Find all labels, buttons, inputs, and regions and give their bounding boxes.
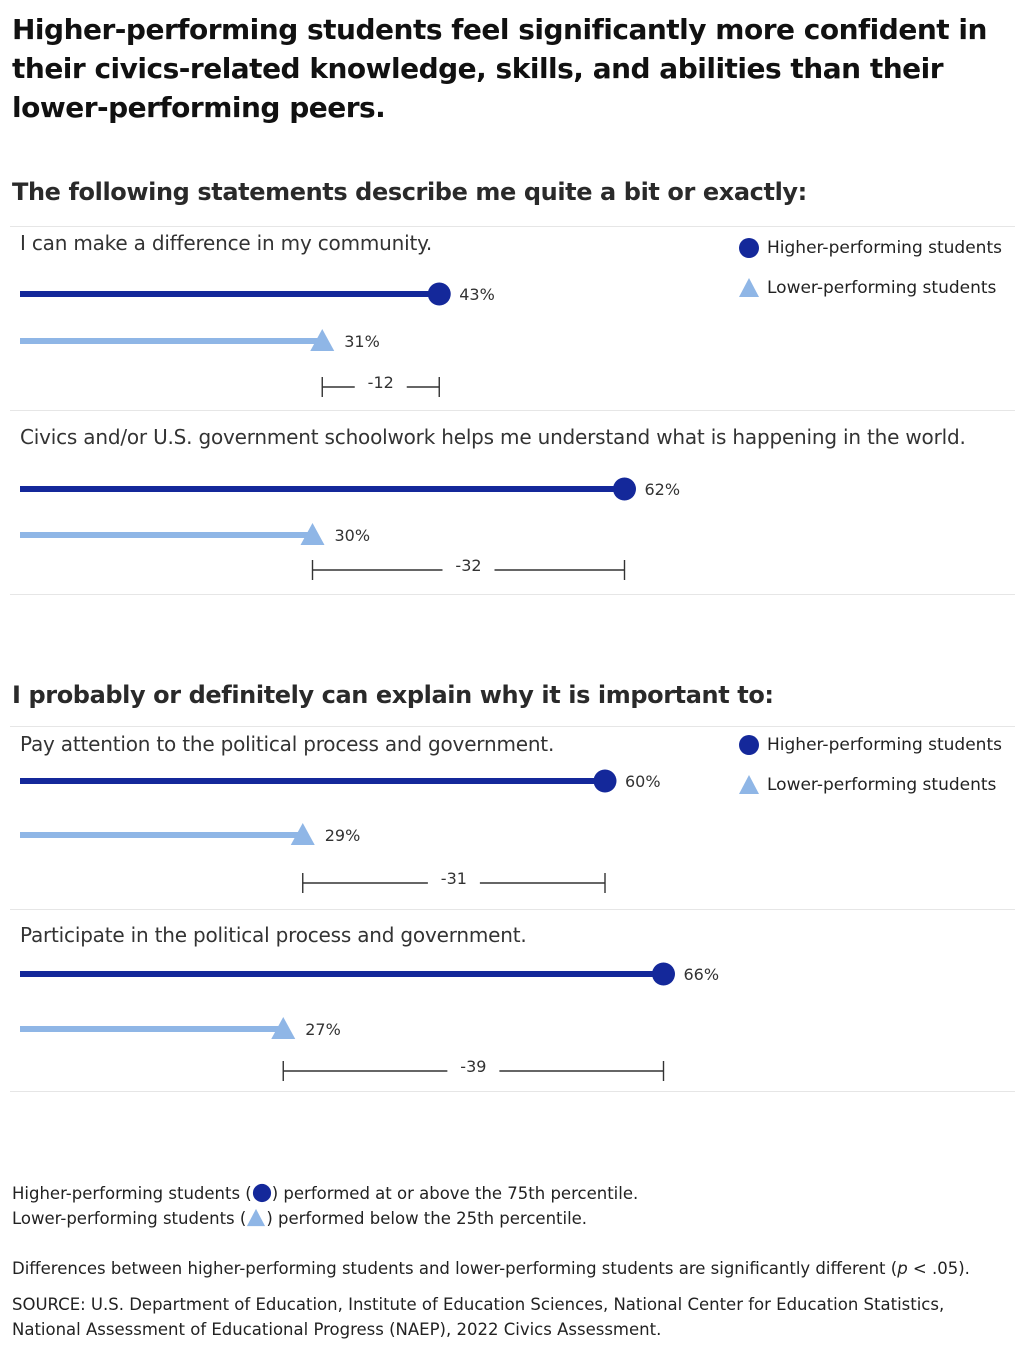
divider (10, 226, 1015, 227)
legend-label-lower: Lower-performing students (767, 278, 997, 298)
item-label-schoolwork: Civics and/or U.S. government schoolwork… (20, 425, 966, 449)
divider (10, 726, 1015, 727)
lower-value-label: 31% (344, 332, 380, 351)
footnote-lower-text-end: ) performed below the 25th percentile. (266, 1209, 588, 1228)
higher-marker (652, 962, 675, 986)
lower-marker (310, 329, 335, 351)
legend-label-lower: Lower-performing students (767, 775, 997, 795)
difference-label: -12 (368, 373, 394, 392)
section-2-heading: I probably or definitely can explain why… (12, 681, 774, 709)
higher-value-label: 66% (684, 965, 720, 984)
lower-value-label: 27% (305, 1020, 341, 1039)
triangle-marker-icon (739, 278, 759, 297)
higher-value-label: 60% (625, 772, 661, 791)
circle-marker-icon (739, 238, 759, 258)
legend-label-higher: Higher-performing students (767, 238, 1002, 258)
footnote-definitions: Higher-performing students ( ) performed … (12, 1181, 1012, 1231)
legend-item-higher: Higher-performing students (738, 725, 1018, 765)
item-label-community: I can make a difference in my community. (20, 231, 433, 255)
divider (10, 594, 1015, 595)
lower-value-label: 30% (335, 526, 371, 545)
higher-value-label: 43% (459, 285, 495, 304)
higher-marker (613, 477, 636, 501)
source-note: SOURCE: U.S. Department of Education, In… (12, 1295, 945, 1339)
higher-value-label: 62% (645, 480, 681, 499)
footnote-significance: Differences between higher-performing st… (12, 1256, 1012, 1281)
footnote-higher-text: Higher-performing students ( (12, 1184, 252, 1203)
higher-marker (427, 282, 451, 306)
divider (10, 909, 1015, 910)
legend-section-2: Higher-performing students Lower-perform… (738, 725, 1018, 805)
triangle-marker-icon (739, 775, 759, 794)
higher-marker (593, 769, 617, 793)
divider (10, 410, 1015, 411)
circle-marker-icon (739, 735, 759, 755)
footnote-lower-text: Lower-performing students ( (12, 1209, 247, 1228)
legend-item-higher: Higher-performing students (738, 228, 1018, 268)
footnote-higher-text-end: ) performed at or above the 75th percent… (271, 1184, 639, 1203)
footnote-lower: Lower-performing students ( ) performed b… (12, 1206, 1012, 1231)
legend-label-higher: Higher-performing students (767, 735, 1002, 755)
footnote-higher: Higher-performing students ( ) performed … (12, 1181, 1012, 1206)
item-label-pay-attention: Pay attention to the political process a… (20, 732, 555, 756)
lower-value-label: 29% (325, 826, 361, 845)
difference-label: -39 (460, 1057, 486, 1076)
difference-label: -32 (455, 556, 481, 575)
lower-marker (300, 523, 325, 545)
legend-item-lower: Lower-performing students (738, 765, 1018, 805)
legend-item-lower: Lower-performing students (738, 268, 1018, 308)
section-1-heading: The following statements describe me qui… (12, 178, 807, 206)
difference-label: -31 (441, 869, 467, 888)
lower-marker (271, 1017, 296, 1039)
item-label-participate: Participate in the political process and… (20, 923, 527, 947)
significance-text-end: < .05). (907, 1259, 970, 1278)
circle-marker-icon (252, 1183, 271, 1203)
triangle-marker-icon (247, 1208, 266, 1227)
significance-p: p (897, 1259, 908, 1278)
significance-text: Differences between higher-performing st… (12, 1259, 898, 1278)
chart-title: Higher-performing students feel signific… (12, 13, 987, 124)
legend-section-1: Higher-performing students Lower-perform… (738, 228, 1018, 308)
divider (10, 1091, 1015, 1092)
lower-marker (290, 823, 315, 845)
